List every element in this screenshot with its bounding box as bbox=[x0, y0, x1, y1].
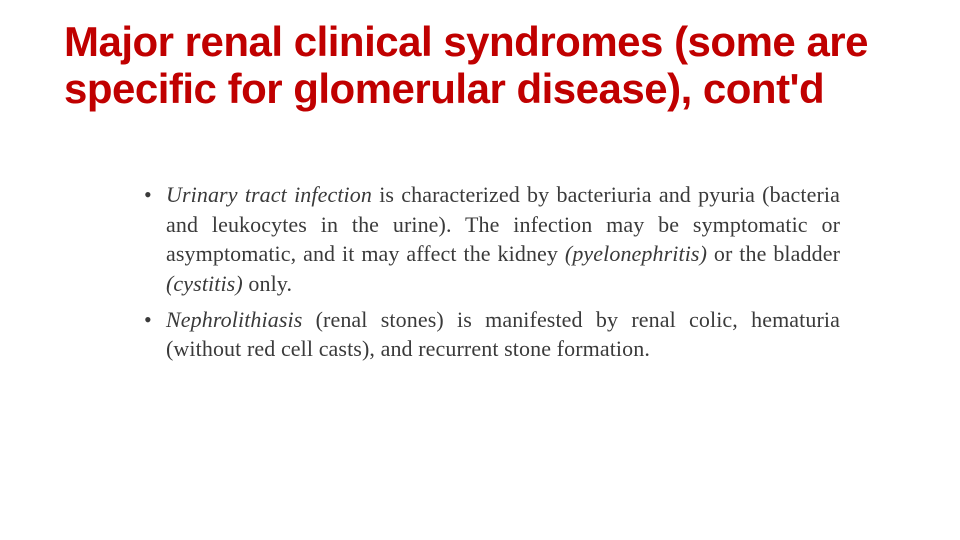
slide-body: Urinary tract infection is characterized… bbox=[140, 180, 840, 370]
bullet-paren: (pyelonephritis) bbox=[565, 241, 707, 266]
bullet-term: Nephrolithiasis bbox=[166, 307, 302, 332]
bullet-text: only. bbox=[243, 271, 292, 296]
bullet-paren: (cystitis) bbox=[166, 271, 243, 296]
slide: Major renal clinical syndromes (some are… bbox=[0, 0, 960, 540]
list-item: Nephrolithiasis (renal stones) is manife… bbox=[140, 305, 840, 364]
slide-title: Major renal clinical syndromes (some are… bbox=[64, 18, 884, 112]
bullet-text: or the bladder bbox=[707, 241, 840, 266]
bullet-term: Urinary tract infection bbox=[166, 182, 372, 207]
bullet-list: Urinary tract infection is characterized… bbox=[140, 180, 840, 364]
list-item: Urinary tract infection is characterized… bbox=[140, 180, 840, 299]
